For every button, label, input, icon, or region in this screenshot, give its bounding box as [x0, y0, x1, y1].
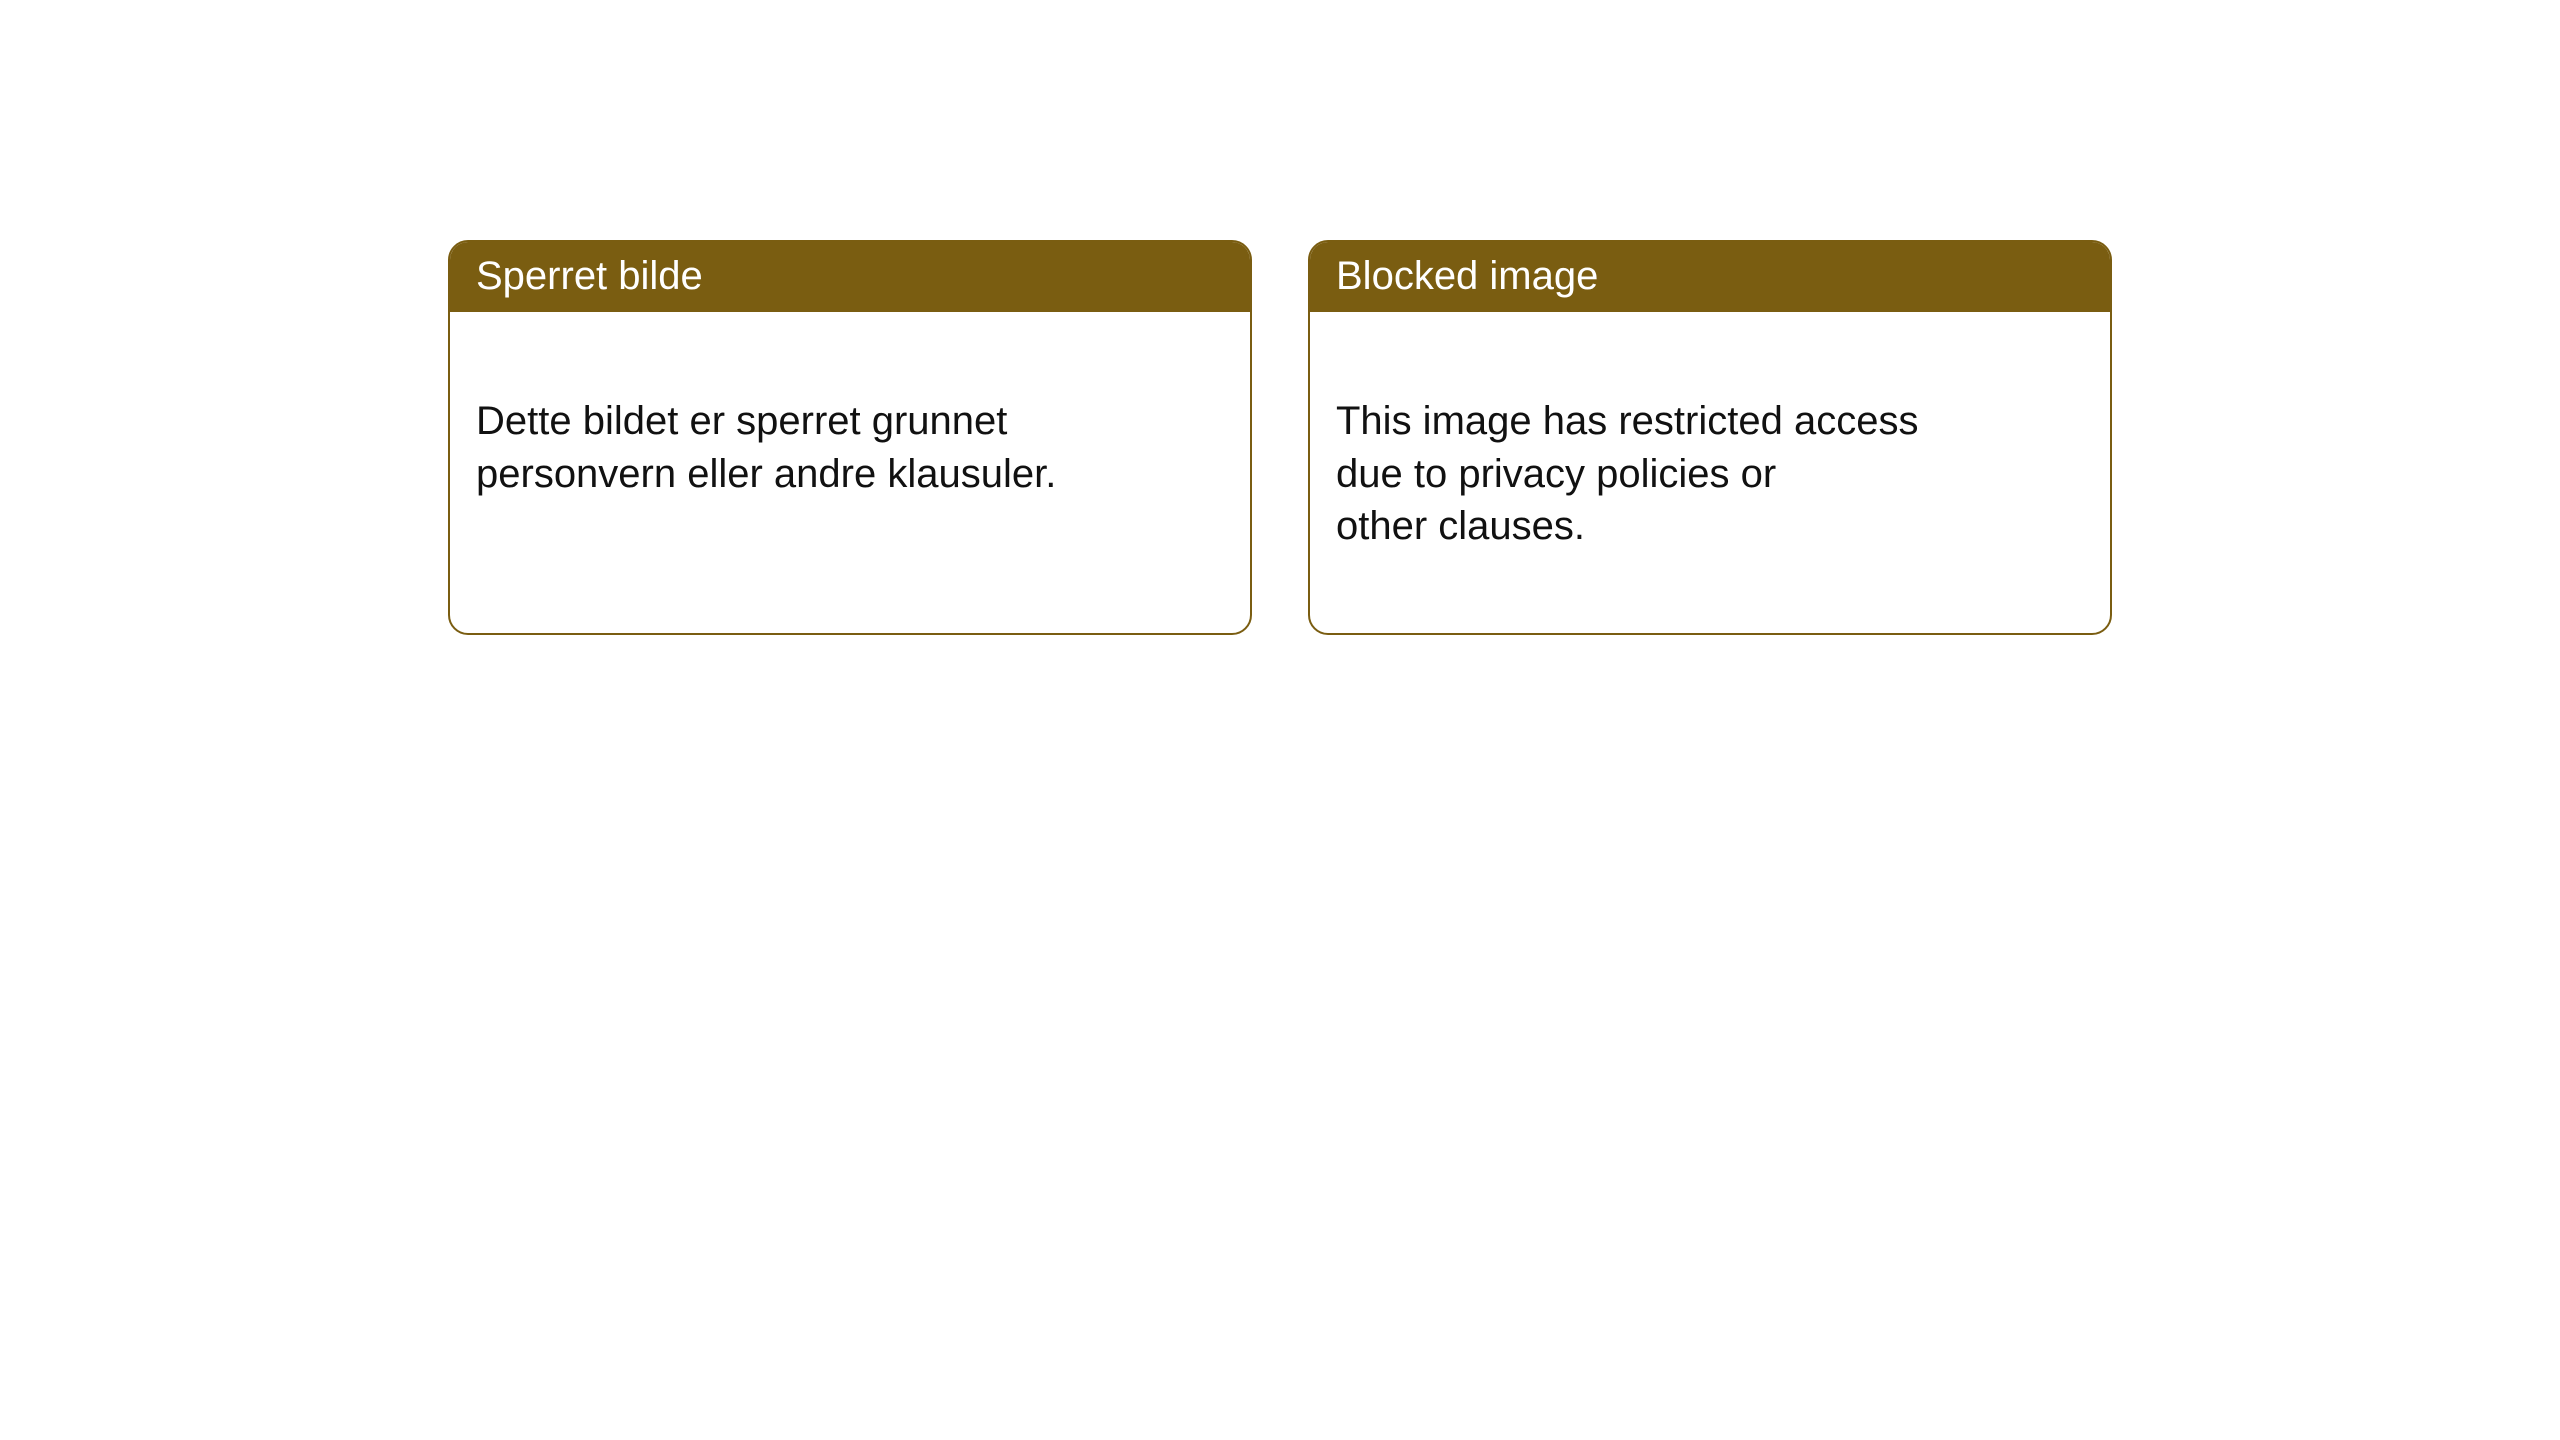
- card-header-no: Sperret bilde: [450, 242, 1250, 312]
- blocked-image-card-no: Sperret bilde Dette bildet er sperret gr…: [448, 240, 1252, 635]
- blocked-image-card-en: Blocked image This image has restricted …: [1308, 240, 2112, 635]
- card-body-text-en: This image has restricted access due to …: [1336, 399, 1918, 549]
- card-header-en: Blocked image: [1310, 242, 2110, 312]
- card-body-no: Dette bildet er sperret grunnet personve…: [450, 312, 1250, 580]
- card-title-en: Blocked image: [1336, 254, 1598, 298]
- card-title-no: Sperret bilde: [476, 254, 703, 298]
- card-body-text-no: Dette bildet er sperret grunnet personve…: [476, 399, 1056, 496]
- card-body-en: This image has restricted access due to …: [1310, 312, 2110, 633]
- notice-cards-row: Sperret bilde Dette bildet er sperret gr…: [0, 0, 2560, 635]
